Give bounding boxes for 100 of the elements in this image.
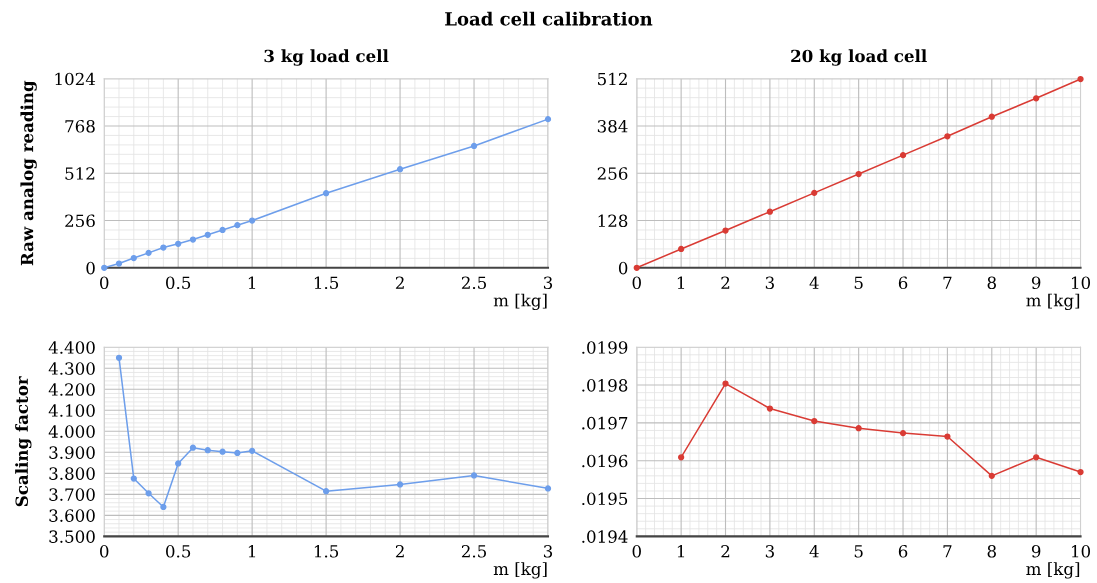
x-tick-label: 1 xyxy=(677,276,685,289)
x-tick-label: 8 xyxy=(987,276,996,290)
point xyxy=(544,116,552,123)
y-tick-label: 256 xyxy=(597,167,628,180)
point xyxy=(175,240,182,247)
point xyxy=(470,472,478,479)
point xyxy=(633,264,640,271)
point xyxy=(722,380,729,387)
x-tick-label: 7 xyxy=(943,276,952,289)
point xyxy=(219,448,226,455)
y-tick-label: 4.400 xyxy=(48,341,95,354)
point xyxy=(766,405,774,412)
point xyxy=(944,133,951,140)
x-tick-label: 0.5 xyxy=(166,276,191,290)
point xyxy=(189,444,197,451)
point xyxy=(544,485,552,492)
y-tick-label: .0197 xyxy=(582,416,628,430)
x-tick-label: 2.5 xyxy=(461,544,486,558)
point xyxy=(722,227,729,234)
x-tick-label: 0.5 xyxy=(166,544,191,558)
y-tick-label: 3.800 xyxy=(49,467,95,480)
point xyxy=(1033,95,1040,102)
point xyxy=(1077,75,1084,83)
x-tick-label: 3 xyxy=(543,544,553,558)
y-tick-label: 384 xyxy=(597,119,628,133)
point xyxy=(944,433,951,440)
point xyxy=(988,472,995,479)
x-tick-label: 6 xyxy=(898,276,908,290)
y-tick-label: 0 xyxy=(86,261,95,275)
y-tick-label: 512 xyxy=(65,167,95,180)
y-axis-title: Raw analog reading xyxy=(20,80,37,266)
point xyxy=(249,447,256,454)
point xyxy=(470,142,478,150)
y-tick-label: 0 xyxy=(618,261,628,275)
point xyxy=(322,190,330,197)
point xyxy=(234,449,241,457)
y-tick-label: 4.200 xyxy=(48,383,95,396)
x-axis-title: m [kg] xyxy=(1026,562,1080,579)
point xyxy=(204,447,211,454)
y-tick-label: 768 xyxy=(65,119,95,133)
point xyxy=(988,113,995,120)
point xyxy=(396,481,404,488)
point xyxy=(396,166,404,173)
chart-title: 3 kg load cell xyxy=(264,49,389,66)
point xyxy=(249,217,256,224)
x-axis-title: m [kg] xyxy=(493,293,547,311)
x-tick-label: 5 xyxy=(854,545,863,558)
point xyxy=(855,425,862,432)
y-tick-label: 1024 xyxy=(55,72,96,86)
x-tick-label: 4 xyxy=(809,276,819,289)
y-tick-label: .0198 xyxy=(582,379,628,392)
point xyxy=(766,208,774,215)
point xyxy=(115,260,123,267)
point xyxy=(219,226,226,234)
y-tick-label: .0196 xyxy=(582,454,628,468)
x-tick-label: 2 xyxy=(721,544,730,558)
point xyxy=(855,170,862,178)
x-tick-label: 2 xyxy=(395,276,404,289)
y-tick-label: 3.600 xyxy=(49,509,95,522)
text: Load cell calibration xyxy=(445,11,653,26)
x-tick-label: 2 xyxy=(721,276,730,289)
x-tick-label: 3 xyxy=(543,276,553,290)
point xyxy=(130,475,137,482)
x-tick-label: 10 xyxy=(1071,276,1091,290)
x-tick-label: 2 xyxy=(395,544,404,558)
x-tick-label: 8 xyxy=(987,544,996,558)
y-tick-label: 3.500 xyxy=(49,530,95,543)
x-tick-label: 1.5 xyxy=(314,276,339,290)
point xyxy=(1033,454,1040,461)
chart-title: 20 kg load cell xyxy=(791,49,927,66)
point xyxy=(160,503,167,511)
x-tick-label: 1 xyxy=(248,276,256,289)
point xyxy=(189,236,197,243)
point xyxy=(160,244,167,251)
x-tick-label: 1 xyxy=(677,544,685,558)
y-tick-label: 3.900 xyxy=(49,446,95,459)
x-tick-label: 1 xyxy=(248,544,256,558)
x-tick-label: 0 xyxy=(100,276,109,290)
y-tick-label: .0195 xyxy=(582,492,628,506)
y-tick-label: 512 xyxy=(598,72,627,86)
x-tick-label: 0 xyxy=(632,276,641,290)
point xyxy=(115,354,123,361)
point xyxy=(678,454,685,461)
point xyxy=(234,222,241,229)
x-tick-label: 4 xyxy=(809,544,819,558)
point xyxy=(145,249,152,256)
y-tick-label: 4.000 xyxy=(48,425,95,438)
point xyxy=(145,490,152,497)
y-tick-label: .0199 xyxy=(582,341,628,354)
x-tick-label: 7 xyxy=(943,545,952,558)
point xyxy=(811,189,818,196)
y-tick-label: 4.100 xyxy=(48,404,95,417)
point xyxy=(175,460,182,467)
point xyxy=(322,488,330,495)
y-axis-title: Scaling factor xyxy=(15,376,32,507)
x-tick-label: 3 xyxy=(765,544,774,558)
x-tick-label: 6 xyxy=(898,544,908,558)
point xyxy=(811,417,818,425)
x-axis-title: m [kg] xyxy=(493,562,547,579)
x-tick-label: 9 xyxy=(1031,544,1041,558)
